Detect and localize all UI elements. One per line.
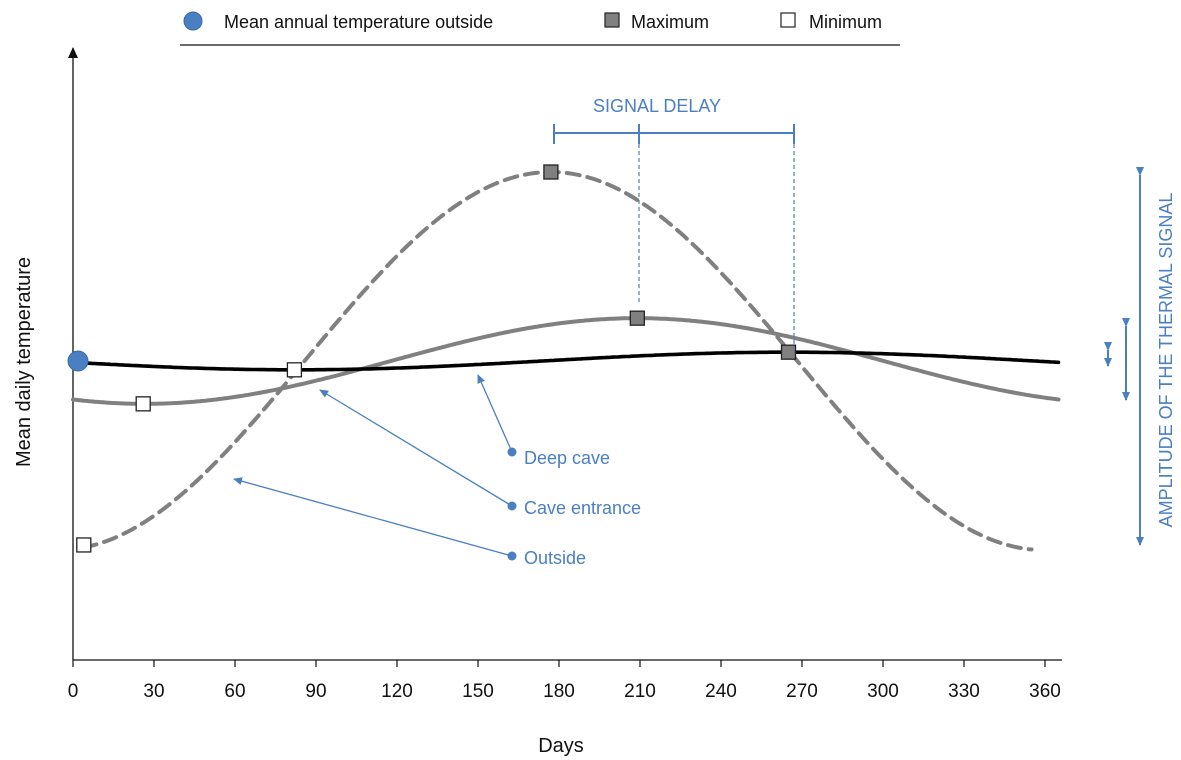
- deep-cave-pointer: [478, 375, 512, 452]
- legend: Mean annual temperature outside Maximum …: [180, 12, 900, 45]
- x-tick-label: 300: [867, 681, 899, 702]
- x-tick-label: 90: [305, 681, 326, 702]
- signal-delay-label: SIGNAL DELAY: [593, 96, 721, 116]
- mean-annual-temperature-marker: [68, 351, 88, 371]
- signal-delay-annotation: SIGNAL DELAY: [554, 96, 794, 344]
- amplitude-annotation: AMPLITUDE OF THE THERMAL SIGNAL: [1108, 175, 1176, 545]
- legend-maximum-marker: [605, 13, 619, 27]
- minimum-marker: [136, 397, 150, 411]
- minimum-marker: [77, 538, 91, 552]
- legend-label-maximum: Maximum: [631, 12, 709, 32]
- outside-label: Outside: [524, 548, 586, 568]
- legend-label-minimum: Minimum: [809, 12, 882, 32]
- deep-cave-dot: [508, 448, 517, 457]
- cave-entrance-dot: [508, 502, 517, 511]
- x-tick-label: 270: [786, 681, 818, 702]
- deep-cave-label: Deep cave: [524, 448, 610, 468]
- maximum-marker: [544, 165, 558, 179]
- cave-entrance-pointer: [320, 390, 512, 506]
- x-axis-title: Days: [538, 735, 584, 757]
- x-tick-label: 240: [705, 681, 737, 702]
- cave-entrance-label: Cave entrance: [524, 498, 641, 518]
- x-tick-label: 30: [143, 681, 164, 702]
- legend-label-mean: Mean annual temperature outside: [224, 12, 493, 32]
- y-axis-title: Mean daily temperature: [13, 257, 35, 467]
- x-ticks: 0 30 60 90 120 150 180 210 240 270 300 330 360: [68, 660, 1061, 702]
- legend-minimum-marker: [781, 13, 795, 27]
- series-group: [73, 172, 1059, 549]
- legend-mean-marker: [184, 12, 202, 30]
- outside-pointer: [234, 479, 512, 556]
- amplitude-label: AMPLITUDE OF THE THERMAL SIGNAL: [1156, 193, 1176, 528]
- x-tick-label: 210: [624, 681, 656, 702]
- x-tick-label: 330: [948, 681, 980, 702]
- series-labels: Deep cave Cave entrance Outside: [234, 375, 641, 568]
- outside-dot: [508, 552, 517, 561]
- maximum-marker: [630, 311, 644, 325]
- x-tick-label: 180: [543, 681, 575, 702]
- minimum-marker: [287, 363, 301, 377]
- maximum-marker: [782, 345, 796, 359]
- x-tick-label: 120: [381, 681, 413, 702]
- x-tick-label: 60: [224, 681, 245, 702]
- x-tick-label: 150: [462, 681, 494, 702]
- x-tick-label: 0: [68, 681, 79, 702]
- x-tick-label: 360: [1029, 681, 1061, 702]
